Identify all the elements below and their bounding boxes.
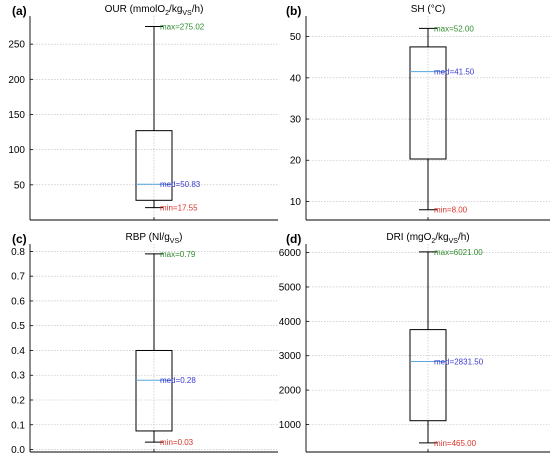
iqr-box — [409, 329, 447, 422]
y-tick-label: 0.8 — [11, 247, 25, 258]
panel-title: SH (°C) — [411, 4, 446, 15]
y-tick-label: 200 — [8, 75, 25, 86]
y-tick-label: 10 — [290, 197, 302, 208]
y-tick-label: 4000 — [279, 317, 302, 328]
y-tick-label: 0.0 — [11, 445, 25, 456]
panel-b: 10 20 30 40 50 max=52.00 med=41.50 min=8.00 (b) S… — [286, 4, 550, 221]
y-tick-label: 50 — [14, 180, 26, 191]
min-annotation: min=465.00 — [434, 439, 477, 448]
y-tick-label: 40 — [290, 73, 302, 84]
y-tick-label: 0.1 — [11, 420, 25, 431]
y-tick-label: 0.3 — [11, 371, 25, 382]
panel-letter: (b) — [286, 4, 301, 18]
y-tick-label: 5000 — [279, 282, 302, 293]
panel-a: 50 100 150 200 250 max=275.02 med=50.83 min=17.… — [8, 4, 278, 221]
panel-d: 1000 2000 3000 4000 5000 6000 max=6021.00 med=2… — [279, 232, 550, 453]
min-annotation: min=17.55 — [160, 204, 198, 213]
panel-letter: (c) — [12, 232, 27, 246]
max-annotation: max=275.02 — [160, 23, 205, 32]
y-tick-label: 100 — [8, 145, 25, 156]
y-tick-label: 30 — [290, 115, 302, 126]
y-tick-label: 0.2 — [11, 396, 25, 407]
panel-c: 0.0 0.1 0.2 0.3 0.4 0.5 0.6 0.7 0.8 max=0.79 med=0… — [11, 232, 278, 456]
y-tick-label: 0.6 — [11, 296, 25, 307]
panel-title: DRI (mgO2/kgVS/h) — [386, 232, 469, 245]
min-annotation: min=8.00 — [434, 206, 468, 215]
y-tick-label: 2000 — [279, 386, 302, 397]
y-tick-label: 20 — [290, 156, 302, 167]
panel-title: RBP (Nl/gVS) — [126, 232, 183, 245]
median-annotation: med=50.83 — [160, 180, 201, 189]
y-tick-label: 0.7 — [11, 272, 25, 283]
min-annotation: min=0.03 — [160, 438, 194, 447]
y-tick-label: 1000 — [279, 420, 302, 431]
y-tick-label: 3000 — [279, 351, 302, 362]
median-annotation: med=0.28 — [160, 376, 196, 385]
max-annotation: max=52.00 — [434, 24, 474, 33]
iqr-box — [135, 130, 173, 201]
y-tick-label: 0.5 — [11, 321, 25, 332]
panel-letter: (d) — [286, 232, 301, 246]
y-tick-label: 0.4 — [11, 346, 25, 357]
panel-letter: (a) — [12, 4, 27, 18]
y-tick-label: 6000 — [279, 248, 302, 259]
y-tick-label: 50 — [290, 32, 302, 43]
y-tick-label: 250 — [8, 40, 25, 51]
median-annotation: med=41.50 — [434, 68, 475, 77]
median-annotation: med=2831.50 — [434, 358, 484, 367]
y-tick-label: 150 — [8, 110, 25, 121]
iqr-box — [135, 349, 173, 432]
iqr-box — [409, 46, 447, 160]
panel-title: OUR (mmolO2/kgVS/h) — [105, 4, 204, 17]
max-annotation: max=6021.00 — [434, 248, 483, 257]
max-annotation: max=0.79 — [160, 250, 196, 259]
